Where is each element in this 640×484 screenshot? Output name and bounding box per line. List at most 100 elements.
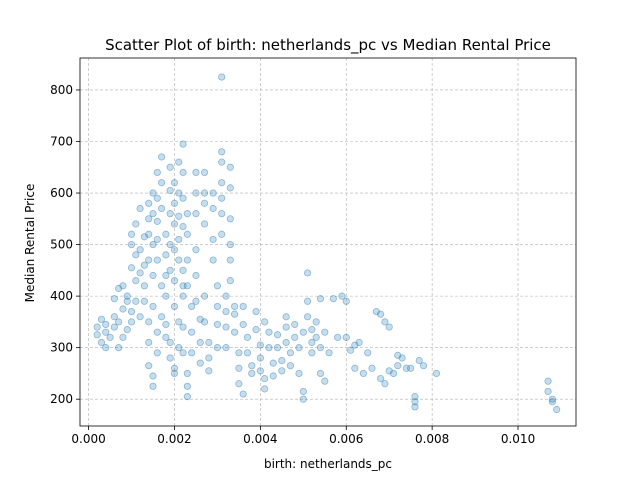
data-point	[389, 369, 398, 378]
data-point	[145, 338, 153, 347]
x-tick-label: 0.000	[71, 432, 105, 446]
data-point	[218, 73, 226, 81]
y-tick-label: 700	[50, 134, 73, 148]
data-point	[200, 292, 209, 300]
data-point	[218, 158, 226, 166]
data-point	[162, 271, 170, 280]
data-point	[192, 189, 200, 197]
data-point	[218, 179, 226, 187]
data-point	[136, 246, 144, 254]
data-point	[166, 338, 174, 347]
data-point	[312, 318, 320, 326]
data-point	[304, 313, 312, 321]
data-point	[205, 367, 213, 375]
data-point	[308, 326, 316, 334]
data-point	[402, 364, 410, 372]
data-point	[183, 256, 191, 264]
data-point	[359, 369, 368, 378]
data-point	[110, 313, 118, 321]
data-point	[97, 315, 106, 323]
data-point	[157, 313, 166, 321]
data-point	[295, 344, 303, 352]
data-point	[213, 302, 222, 311]
data-point	[149, 271, 157, 280]
data-point	[145, 199, 153, 207]
data-point	[102, 320, 110, 329]
data-point	[265, 328, 273, 336]
data-point	[196, 338, 204, 347]
data-point	[334, 333, 342, 341]
data-point	[209, 256, 217, 264]
data-point	[196, 315, 204, 323]
data-point	[432, 369, 441, 378]
data-point	[230, 328, 239, 336]
data-point	[411, 393, 419, 401]
data-point	[325, 349, 333, 357]
data-point	[200, 199, 209, 207]
data-point	[243, 349, 252, 357]
data-point	[222, 307, 230, 316]
data-point	[166, 240, 174, 249]
data-point	[269, 359, 277, 367]
data-point	[269, 372, 277, 380]
data-point	[261, 374, 269, 383]
data-point	[218, 148, 226, 156]
data-point	[213, 320, 222, 329]
data-point	[226, 240, 234, 249]
data-point	[115, 284, 123, 292]
data-point	[175, 318, 183, 326]
data-point	[188, 302, 196, 311]
y-tick-label: 800	[50, 83, 73, 97]
data-point	[149, 240, 157, 249]
data-point	[381, 380, 389, 388]
data-point	[179, 323, 187, 331]
data-point	[192, 210, 200, 218]
points	[93, 73, 561, 414]
data-point	[346, 346, 355, 354]
data-point	[179, 266, 187, 274]
data-point	[209, 235, 217, 244]
data-point	[170, 369, 179, 378]
data-point	[304, 297, 312, 305]
data-point	[411, 398, 419, 406]
data-point	[226, 163, 234, 171]
data-point	[166, 163, 174, 171]
data-point	[140, 261, 149, 269]
data-point	[149, 382, 157, 390]
data-point	[213, 344, 222, 352]
data-point	[235, 349, 243, 357]
data-point	[119, 282, 127, 290]
data-point	[230, 310, 239, 318]
data-point	[153, 168, 161, 177]
data-point	[127, 264, 136, 272]
data-point	[179, 222, 187, 231]
data-point	[157, 179, 166, 187]
data-point	[200, 189, 209, 197]
data-point	[218, 210, 226, 218]
data-point	[175, 235, 183, 244]
data-point	[175, 256, 183, 264]
x-axis-label: birth: netherlands_pc	[264, 457, 392, 471]
data-point	[385, 367, 393, 375]
data-point	[282, 338, 290, 347]
data-point	[544, 377, 552, 385]
data-point	[351, 364, 359, 372]
data-point	[239, 320, 247, 329]
data-point	[175, 212, 183, 220]
data-point	[548, 395, 556, 403]
data-point	[115, 344, 123, 352]
data-point	[316, 344, 325, 352]
data-point	[166, 210, 174, 218]
data-point	[355, 338, 363, 347]
data-point	[183, 230, 191, 238]
data-point	[162, 320, 170, 329]
data-point	[102, 328, 110, 336]
data-point	[157, 204, 166, 213]
grid	[80, 58, 576, 426]
data-point	[282, 323, 290, 331]
data-point	[136, 204, 144, 213]
data-point	[179, 292, 187, 300]
data-point	[338, 292, 346, 300]
data-point	[179, 349, 187, 357]
data-point	[256, 341, 264, 349]
